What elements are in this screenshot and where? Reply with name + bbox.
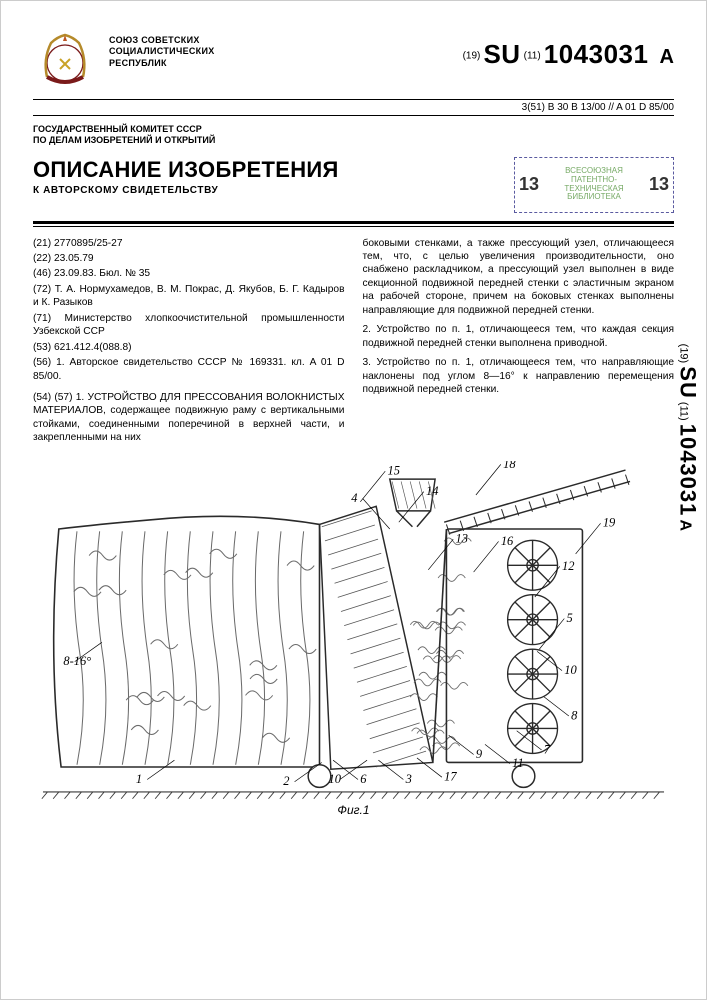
doc-kind: A bbox=[660, 46, 674, 68]
ussr-emblem-icon bbox=[33, 29, 97, 93]
committee-line2: ПО ДЕЛАМ ИЗОБРЕТЕНИЙ И ОТКРЫТИЙ bbox=[33, 135, 674, 146]
field-21: (21) 2770895/25-27 bbox=[33, 237, 345, 250]
stamp-num-left: 13 bbox=[519, 174, 539, 195]
svg-text:3: 3 bbox=[405, 772, 412, 786]
right-column: боковыми стенками, а также прессующий уз… bbox=[363, 237, 675, 447]
abstract-p1: (54) (57) 1. УСТРОЙСТВО ДЛЯ ПРЕССОВАНИЯ … bbox=[33, 391, 345, 445]
body-columns: (21) 2770895/25-27 (22) 23.05.79 (46) 23… bbox=[33, 237, 674, 447]
svg-text:9: 9 bbox=[476, 747, 483, 761]
stamp-text: ВСЕСОЮЗНАЯ ПАТЕНТНО-ТЕХНИЧЕСКАЯ БИБЛИОТЕ… bbox=[545, 167, 643, 202]
svg-text:8: 8 bbox=[571, 708, 578, 722]
svg-text:4: 4 bbox=[351, 491, 357, 505]
union-line1: СОЮЗ СОВЕТСКИХ bbox=[109, 35, 451, 46]
library-stamp: 13 ВСЕСОЮЗНАЯ ПАТЕНТНО-ТЕХНИЧЕСКАЯ БИБЛИ… bbox=[514, 157, 674, 213]
side-prefix11: (11) bbox=[677, 402, 689, 421]
union-line3: РЕСПУБЛИК bbox=[109, 58, 451, 69]
committee: ГОСУДАРСТВЕННЫЙ КОМИТЕТ СССР ПО ДЕЛАМ ИЗ… bbox=[33, 124, 674, 147]
field-72: (72) Т. А. Нормухамедов, В. М. Покрас, Д… bbox=[33, 283, 345, 310]
side-prefix19: (19) bbox=[677, 344, 689, 364]
field-56: (56) 1. Авторское свидетельство СССР № 1… bbox=[33, 356, 345, 383]
left-column: (21) 2770895/25-27 (22) 23.05.79 (46) 23… bbox=[33, 237, 345, 447]
page-subtitle: К АВТОРСКОМУ СВИДЕТЕЛЬСТВУ bbox=[33, 185, 502, 196]
title-main: ОПИСАНИЕ ИЗОБРЕТЕНИЯ К АВТОРСКОМУ СВИДЕТ… bbox=[33, 157, 502, 196]
svg-text:11: 11 bbox=[512, 756, 524, 770]
side-su: SU bbox=[675, 366, 700, 399]
union-line2: СОЦИАЛИСТИЧЕСКИХ bbox=[109, 46, 451, 57]
committee-line1: ГОСУДАРСТВЕННЫЙ КОМИТЕТ СССР bbox=[33, 124, 674, 135]
divider bbox=[33, 221, 674, 227]
abstract-p3: 2. Устройство по п. 1, отличающееся тем,… bbox=[363, 323, 675, 350]
svg-text:10: 10 bbox=[329, 772, 342, 786]
patent-page: СОЮЗ СОВЕТСКИХ СОЦИАЛИСТИЧЕСКИХ РЕСПУБЛИ… bbox=[0, 0, 707, 1000]
header: СОЮЗ СОВЕТСКИХ СОЦИАЛИСТИЧЕСКИХ РЕСПУБЛИ… bbox=[33, 29, 674, 93]
svg-text:12: 12 bbox=[562, 559, 574, 573]
svg-text:13: 13 bbox=[456, 531, 468, 545]
stamp-num-right: 13 bbox=[649, 174, 669, 195]
figure-1: 4 15 14 18 13 16 12 5 10 8 7 9 11 17 3 6 10 2 1 19 8-16° bbox=[33, 461, 674, 801]
svg-text:5: 5 bbox=[567, 611, 573, 625]
side-kind: A bbox=[676, 519, 693, 531]
svg-text:19: 19 bbox=[603, 516, 616, 530]
abstract-p2: боковыми стенками, а также прессующий уз… bbox=[363, 237, 675, 318]
doc-number: 1043031 bbox=[544, 39, 649, 69]
country-code: SU bbox=[483, 39, 520, 69]
union-name: СОЮЗ СОВЕТСКИХ СОЦИАЛИСТИЧЕСКИХ РЕСПУБЛИ… bbox=[109, 29, 451, 69]
svg-text:8-16°: 8-16° bbox=[63, 654, 91, 668]
abstract-p4: 3. Устройство по п. 1, отличающееся тем,… bbox=[363, 356, 675, 396]
field-71: (71) Министерство хлопкоочистительной пр… bbox=[33, 312, 345, 339]
svg-text:1: 1 bbox=[136, 772, 142, 786]
svg-text:6: 6 bbox=[360, 772, 367, 786]
doc-codes: (19) SU (11) 1043031 A bbox=[463, 29, 674, 70]
code-11: (11) bbox=[524, 50, 541, 61]
field-46: (46) 23.09.83. Бюл. № 35 bbox=[33, 267, 345, 280]
field-22: (22) 23.05.79 bbox=[33, 252, 345, 265]
svg-text:16: 16 bbox=[501, 534, 514, 548]
svg-text:2: 2 bbox=[283, 774, 289, 788]
figure-caption: Фиг.1 bbox=[33, 803, 674, 817]
svg-text:17: 17 bbox=[444, 769, 457, 783]
side-num: 1043031 bbox=[675, 424, 700, 517]
svg-text:7: 7 bbox=[544, 742, 551, 756]
svg-text:15: 15 bbox=[388, 463, 400, 477]
svg-text:14: 14 bbox=[426, 484, 438, 498]
page-title: ОПИСАНИЕ ИЗОБРЕТЕНИЯ bbox=[33, 157, 502, 183]
svg-text:10: 10 bbox=[564, 663, 577, 677]
svg-text:18: 18 bbox=[503, 461, 516, 471]
field-53: (53) 621.412.4(088.8) bbox=[33, 341, 345, 354]
ipc-classification: 3(51) B 30 B 13/00 // A 01 D 85/00 bbox=[33, 99, 674, 116]
code-19: (19) bbox=[463, 50, 481, 61]
title-block: ОПИСАНИЕ ИЗОБРЕТЕНИЯ К АВТОРСКОМУ СВИДЕТ… bbox=[33, 157, 674, 213]
side-doc-code: (19) SU (11) 1043031 A bbox=[674, 344, 700, 531]
figure-drawing: 4 15 14 18 13 16 12 5 10 8 7 9 11 17 3 6 10 2 1 19 8-16° bbox=[33, 461, 674, 801]
